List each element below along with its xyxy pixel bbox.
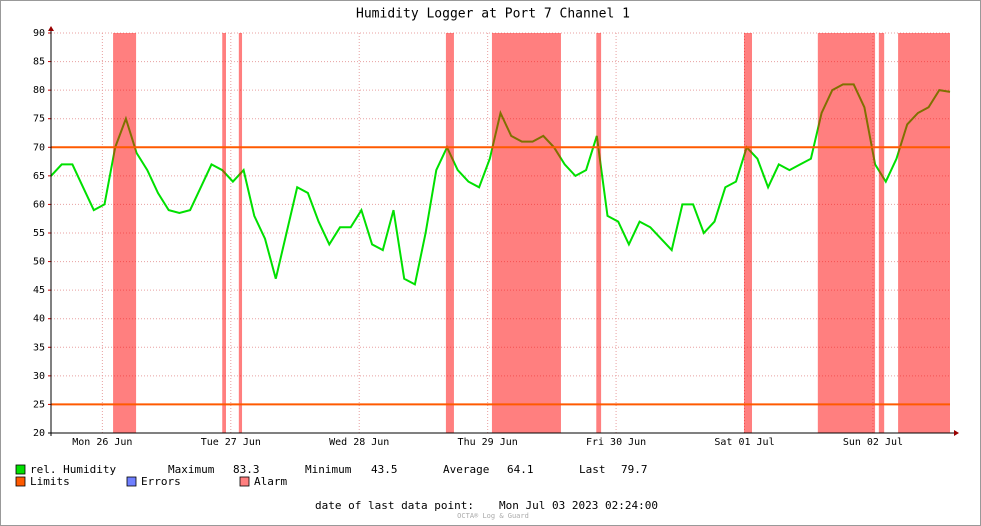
stat-value: 83.3 [233, 463, 260, 476]
x-tick-label: Thu 29 Jun [458, 437, 518, 448]
y-tick-label: 40 [33, 314, 45, 325]
x-tick-label: Sat 01 Jul [714, 437, 774, 448]
y-tick-label: 45 [33, 285, 45, 296]
x-tick-label: Sun 02 Jul [843, 437, 903, 448]
y-tick-label: 25 [33, 399, 45, 410]
footer-value: Mon Jul 03 2023 02:24:00 [499, 499, 658, 512]
alarm-span [491, 33, 561, 433]
stat-label: Average [443, 463, 489, 476]
alarm-span [238, 33, 243, 433]
watermark: OCTA® Log & Guard [457, 512, 529, 520]
alarm-span [878, 33, 885, 433]
y-tick-label: 75 [33, 114, 45, 125]
legend-label: Alarm [254, 475, 287, 488]
stat-value: 79.7 [621, 463, 648, 476]
stat-value: 64.1 [507, 463, 534, 476]
y-tick-label: 20 [33, 428, 45, 439]
legend-swatch [126, 476, 137, 487]
y-tick-label: 65 [33, 171, 45, 182]
y-tick-label: 85 [33, 57, 45, 68]
y-tick-label: 50 [33, 257, 45, 268]
stat-label: Last [579, 463, 606, 476]
x-tick-label: Mon 26 Jun [72, 437, 132, 448]
legend-swatch [15, 464, 26, 475]
legend-swatch [239, 476, 250, 487]
y-arrow [48, 26, 54, 31]
legend-label: Errors [141, 475, 181, 488]
stat-label: Minimum [305, 463, 352, 476]
y-tick-label: 55 [33, 228, 45, 239]
x-arrow [954, 430, 959, 436]
footer-label: date of last data point: [315, 499, 474, 512]
stat-value: 43.5 [371, 463, 398, 476]
y-tick-label: 60 [33, 199, 45, 210]
stat-label: Maximum [168, 463, 215, 476]
alarm-span [596, 33, 602, 433]
alarm-span [898, 33, 950, 433]
legend-label: Limits [30, 475, 70, 488]
alarm-span [743, 33, 753, 433]
alarm-span [817, 33, 876, 433]
alarm-span [222, 33, 226, 433]
alarm-span [445, 33, 454, 433]
y-tick-label: 90 [33, 28, 45, 39]
x-tick-label: Wed 28 Jun [329, 437, 389, 448]
chart-title: Humidity Logger at Port 7 Channel 1 [356, 7, 630, 22]
y-tick-label: 80 [33, 85, 45, 96]
legend-swatch [15, 476, 26, 487]
legend-label: rel. Humidity [30, 463, 116, 476]
y-tick-label: 30 [33, 371, 45, 382]
y-tick-label: 70 [33, 142, 45, 153]
x-tick-label: Fri 30 Jun [586, 437, 646, 448]
x-tick-label: Tue 27 Jun [201, 437, 261, 448]
y-tick-label: 35 [33, 342, 45, 353]
alarm-span [113, 33, 137, 433]
